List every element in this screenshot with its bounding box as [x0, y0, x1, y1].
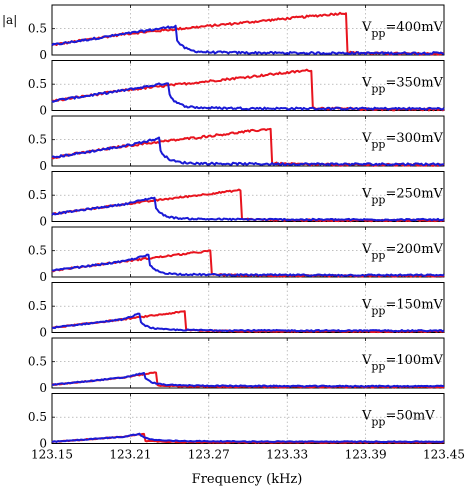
vpp-label-sub: pp: [371, 83, 385, 96]
axes-frame: [51, 115, 445, 167]
x-tick-label: 123.15: [31, 448, 73, 462]
vpp-label-value: =150mV: [385, 298, 443, 313]
vpp-label: Vpp=100mV: [361, 353, 444, 373]
y-tick-label: 0.5: [28, 22, 47, 36]
vpp-label-sub: pp: [371, 249, 385, 262]
blue-curve: [51, 196, 445, 222]
panel-7: 0 0.5 Vpp=100mV: [28, 337, 445, 395]
axes-frame: [51, 337, 445, 389]
vpp-label: Vpp=200mV: [361, 242, 444, 262]
y-tick-label: 0: [39, 48, 47, 62]
x-tick-label: 123.33: [266, 448, 308, 462]
vpp-label-value: =100mV: [385, 353, 443, 368]
vpp-label-sub: pp: [371, 305, 385, 318]
vpp-label-value: =200mV: [385, 242, 443, 257]
vpp-label: Vpp=350mV: [361, 76, 444, 96]
blue-curve: [51, 312, 445, 333]
axes-frame: [51, 60, 445, 111]
vpp-label-sub: pp: [371, 194, 385, 207]
x-tick-label: 123.39: [345, 448, 387, 462]
vpp-label-v: V: [361, 187, 372, 202]
vpp-label: Vpp=250mV: [361, 187, 444, 207]
y-tick-label: 0: [39, 215, 47, 229]
y-tick-label: 0: [39, 437, 47, 451]
blue-curve: [51, 253, 445, 277]
vpp-label: Vpp=50mV: [361, 409, 435, 429]
x-tick-label: 123.27: [188, 448, 230, 462]
vpp-label-value: =350mV: [385, 76, 443, 91]
y-tick-label: 0.5: [28, 299, 47, 313]
vpp-label: Vpp=400mV: [361, 20, 444, 40]
y-axis-label: |a|: [2, 13, 17, 27]
red-curve: [51, 371, 445, 389]
grid: [51, 60, 445, 111]
x-tick-labels: 123.15 123.21 123.27 123.33 123.39 123.45: [31, 448, 465, 462]
vpp-label-v: V: [361, 76, 372, 91]
axes-frame: [51, 171, 445, 222]
blue-curve: [51, 371, 445, 388]
vpp-label: Vpp=150mV: [361, 298, 444, 318]
y-tick-label: 0: [39, 326, 47, 340]
panel-8: 0 0.5 Vpp=50mV: [28, 393, 445, 451]
vpp-label-v: V: [361, 131, 372, 146]
x-axis-label: Frequency (kHz): [192, 472, 303, 487]
y-tick-label: 0.5: [28, 244, 47, 258]
vpp-label: Vpp=300mV: [361, 131, 444, 151]
blue-curve: [51, 24, 445, 56]
vpp-label-v: V: [361, 353, 372, 368]
axes-frame: [51, 282, 445, 333]
y-tick-label: 0: [39, 381, 47, 395]
blue-curve: [51, 82, 445, 111]
vpp-label-value: =300mV: [385, 131, 443, 146]
vpp-label-sub: pp: [371, 138, 385, 151]
vpp-label-value: =400mV: [385, 20, 443, 35]
y-tick-label: 0.5: [28, 77, 47, 91]
y-tick-label: 0: [39, 270, 47, 284]
panel-4: 0 0.5 Vpp=250mV: [28, 171, 445, 229]
panel-3: 0 0.5 Vpp=300mV: [28, 115, 445, 173]
axes-frame: [51, 393, 445, 444]
axes-frame: [51, 4, 445, 56]
x-tick-label: 123.21: [109, 448, 151, 462]
panel-6: 0 0.5 Vpp=150mV: [28, 282, 445, 340]
y-tick-label: 0: [39, 104, 47, 118]
vpp-label-v: V: [361, 409, 372, 424]
x-tick-label: 123.45: [423, 448, 465, 462]
vpp-label-sub: pp: [371, 27, 385, 40]
vpp-label-v: V: [361, 298, 372, 313]
blue-curve: [51, 136, 445, 167]
y-tick-label: 0: [39, 159, 47, 173]
vpp-label-v: V: [361, 242, 372, 257]
blue-curve: [51, 432, 445, 444]
panel-5: 0 0.5 Vpp=200mV: [28, 226, 445, 284]
y-tick-label: 0.5: [28, 410, 47, 424]
vpp-label-value: =250mV: [385, 187, 443, 202]
y-tick-label: 0.5: [28, 133, 47, 147]
y-tick-label: 0.5: [28, 188, 47, 202]
panel-2: 0 0.5 Vpp=350mV: [28, 60, 445, 118]
y-tick-label: 0.5: [28, 355, 47, 369]
vpp-label-sub: pp: [371, 360, 385, 373]
axes-frame: [51, 226, 445, 278]
panel-1: 0 0.5 Vpp=400mV: [28, 4, 445, 62]
vpp-label-sub: pp: [371, 416, 385, 429]
vpp-label-v: V: [361, 20, 372, 35]
vpp-label-value: =50mV: [385, 409, 435, 424]
